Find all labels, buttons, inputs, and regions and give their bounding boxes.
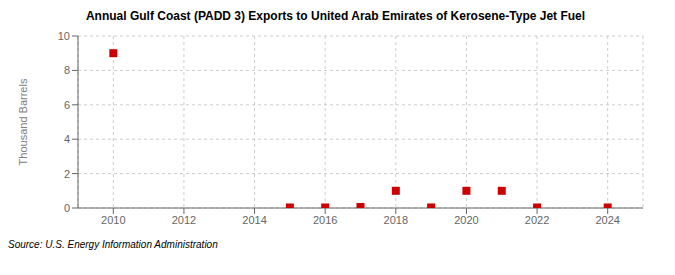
svg-text:6: 6	[64, 99, 70, 111]
svg-text:2018: 2018	[384, 214, 408, 226]
html-text:Source: U.S. Energy Informatio: Source: U.S. Energy Information Administ…	[8, 239, 218, 250]
svg-text:2022: 2022	[525, 214, 549, 226]
svg-text:2024: 2024	[595, 214, 619, 226]
svg-text:2: 2	[64, 168, 70, 180]
svg-text:4: 4	[64, 133, 70, 145]
svg-text:0: 0	[64, 202, 70, 214]
svg-text:2016: 2016	[313, 214, 337, 226]
svg-text:2014: 2014	[242, 214, 266, 226]
svg-text:Thousand Barrels: Thousand Barrels	[17, 78, 29, 165]
svg-text:2012: 2012	[172, 214, 196, 226]
svg-text:2010: 2010	[101, 214, 125, 226]
svg-text:8: 8	[64, 64, 70, 76]
svg-text:2020: 2020	[454, 214, 478, 226]
svg-text:10: 10	[58, 30, 70, 42]
html-text:Annual Gulf Coast (PADD 3) Exp: Annual Gulf Coast (PADD 3) Exports to Un…	[85, 9, 586, 23]
